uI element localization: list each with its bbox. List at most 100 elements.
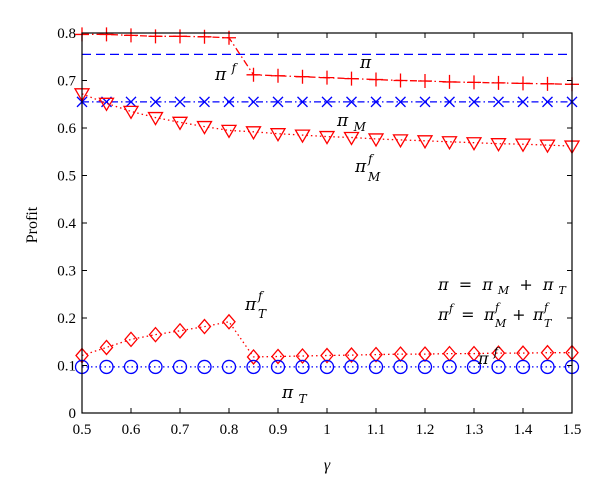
series-piM-point-11 (346, 96, 357, 108)
series-pif-point-16 (467, 75, 481, 90)
series-piM-point-13 (395, 96, 406, 108)
axis-ticks (81, 32, 573, 414)
x-tick-label-5: 1 (323, 422, 331, 438)
series-piM-point-9 (297, 96, 308, 108)
eq2-t1: π (483, 305, 495, 324)
eq2-t2: π (532, 305, 544, 324)
label-piM: π M (336, 111, 367, 134)
series-piTf-point-5 (197, 318, 212, 335)
svg-text:π M: π M (336, 111, 367, 134)
eq2-eq: = (456, 305, 480, 324)
equation-2: π f = π f M + π f T (437, 301, 553, 330)
series-piM-point-10 (321, 96, 333, 108)
x-tick-label-1: 0.6 (122, 422, 141, 438)
y-tick-label-2: 0.2 (57, 311, 76, 327)
y-tick-label-1: 0.1 (57, 359, 76, 375)
series-pif-point-10 (320, 70, 334, 85)
eq1-plus: + (514, 275, 538, 294)
series-piT-point-1 (99, 359, 114, 375)
eq2-t2sup: f (543, 301, 550, 314)
eq2-t2sub: T (544, 317, 553, 330)
x-axis-title: γ (324, 457, 331, 474)
series-piT-point-10 (319, 359, 335, 375)
series-piTf-point-13 (393, 346, 408, 363)
series-piT-point-14 (417, 359, 433, 375)
series-piMf-point-2 (122, 105, 140, 120)
series-piMf-point-13 (392, 134, 409, 149)
x-tick-label-9: 1.4 (514, 422, 533, 438)
plot-frame (81, 32, 573, 414)
series-piMf (73, 88, 581, 155)
series-pif-point-5 (197, 29, 212, 44)
svg-text:π f: π f (477, 345, 501, 368)
y-tick-label-8: 0.8 (57, 26, 76, 42)
series-piMf-point-12 (367, 133, 385, 148)
series-piTf-point-19 (540, 344, 555, 361)
label-piMf-sup: f (367, 152, 375, 166)
series-piT-point-16 (466, 359, 482, 375)
series-piT-point-11 (344, 359, 359, 375)
series-piM-point-5 (199, 96, 210, 108)
x-tick-label-8: 1.3 (465, 422, 484, 438)
series-piM-point-6 (223, 96, 235, 108)
series-piMf-point-17 (490, 138, 507, 152)
eq1-t1: π (481, 275, 493, 294)
series-piMf-point-14 (416, 135, 434, 150)
series-pif-point-15 (442, 74, 457, 89)
y-tick-label-3: 0.3 (57, 264, 76, 280)
eq1-lhs: π (437, 275, 449, 294)
label-piT-sub: T (299, 392, 308, 406)
label-pif-lower-sup: f (493, 345, 501, 359)
series-piM-point-2 (125, 96, 137, 108)
y-tick-label-6: 0.6 (57, 121, 76, 137)
y-axis-title: Profit (24, 206, 41, 243)
y-tick-label-0: 0 (69, 406, 77, 422)
series-piMf-point-8 (269, 128, 287, 142)
series-piT-point-6 (221, 359, 237, 375)
label-pif-sup: f (231, 61, 239, 75)
label-pif-lower-base: π (477, 349, 489, 368)
eq2-lhssup: f (448, 302, 455, 315)
series-piTf-point-11 (344, 347, 359, 364)
series-piMf-point-11 (343, 131, 360, 146)
label-piTf-upper-sup: f (257, 289, 265, 303)
label-piTf-upper: π f T (244, 289, 267, 321)
series-pif-point-1 (99, 27, 114, 42)
label-pi-base: π (359, 53, 372, 73)
series-piT-point-8 (270, 359, 286, 375)
series-pif-point-13 (393, 73, 408, 88)
svg-text:π: π (354, 157, 367, 177)
series-piMf-point-3 (147, 111, 164, 126)
series-piTf-point-3 (148, 326, 163, 343)
x-tick-label-0: 0.5 (73, 422, 92, 438)
series-piTf-point-7 (246, 348, 261, 365)
label-piM-sub: M (353, 120, 367, 134)
label-pif-base: π (214, 65, 227, 85)
label-piMf-base: π (354, 157, 367, 177)
series-piMf-point-18 (514, 138, 532, 153)
series-pif-point-18 (516, 76, 530, 91)
eq1-eq: = (454, 275, 478, 294)
series-piM-point-19 (542, 96, 553, 108)
series-piMf-point-7 (245, 126, 262, 141)
series-pif-point-7 (246, 67, 261, 82)
series-piTf-point-4 (173, 322, 187, 339)
x-tick-label-6: 1.1 (367, 422, 386, 438)
series-piM-point-16 (468, 96, 480, 108)
series-piT-point-2 (123, 359, 139, 375)
x-tick-label-4: 0.9 (269, 422, 288, 438)
series-piTf-point-14 (418, 346, 432, 363)
series-piTf-point-2 (124, 331, 138, 348)
series-piM-point-18 (517, 96, 529, 108)
series-pif-point-3 (148, 29, 163, 44)
series-piMf-point-9 (294, 129, 311, 144)
series-piTf-point-10 (320, 347, 334, 364)
series-piTf-point-15 (442, 345, 457, 362)
series-piTf-point-12 (369, 346, 383, 363)
series-pif-point-17 (491, 75, 506, 90)
series-pif-point-12 (369, 72, 383, 87)
series-piTf-point-9 (295, 348, 310, 364)
label-pif-lower: π f (477, 345, 501, 368)
series-pif-point-19 (540, 76, 555, 91)
